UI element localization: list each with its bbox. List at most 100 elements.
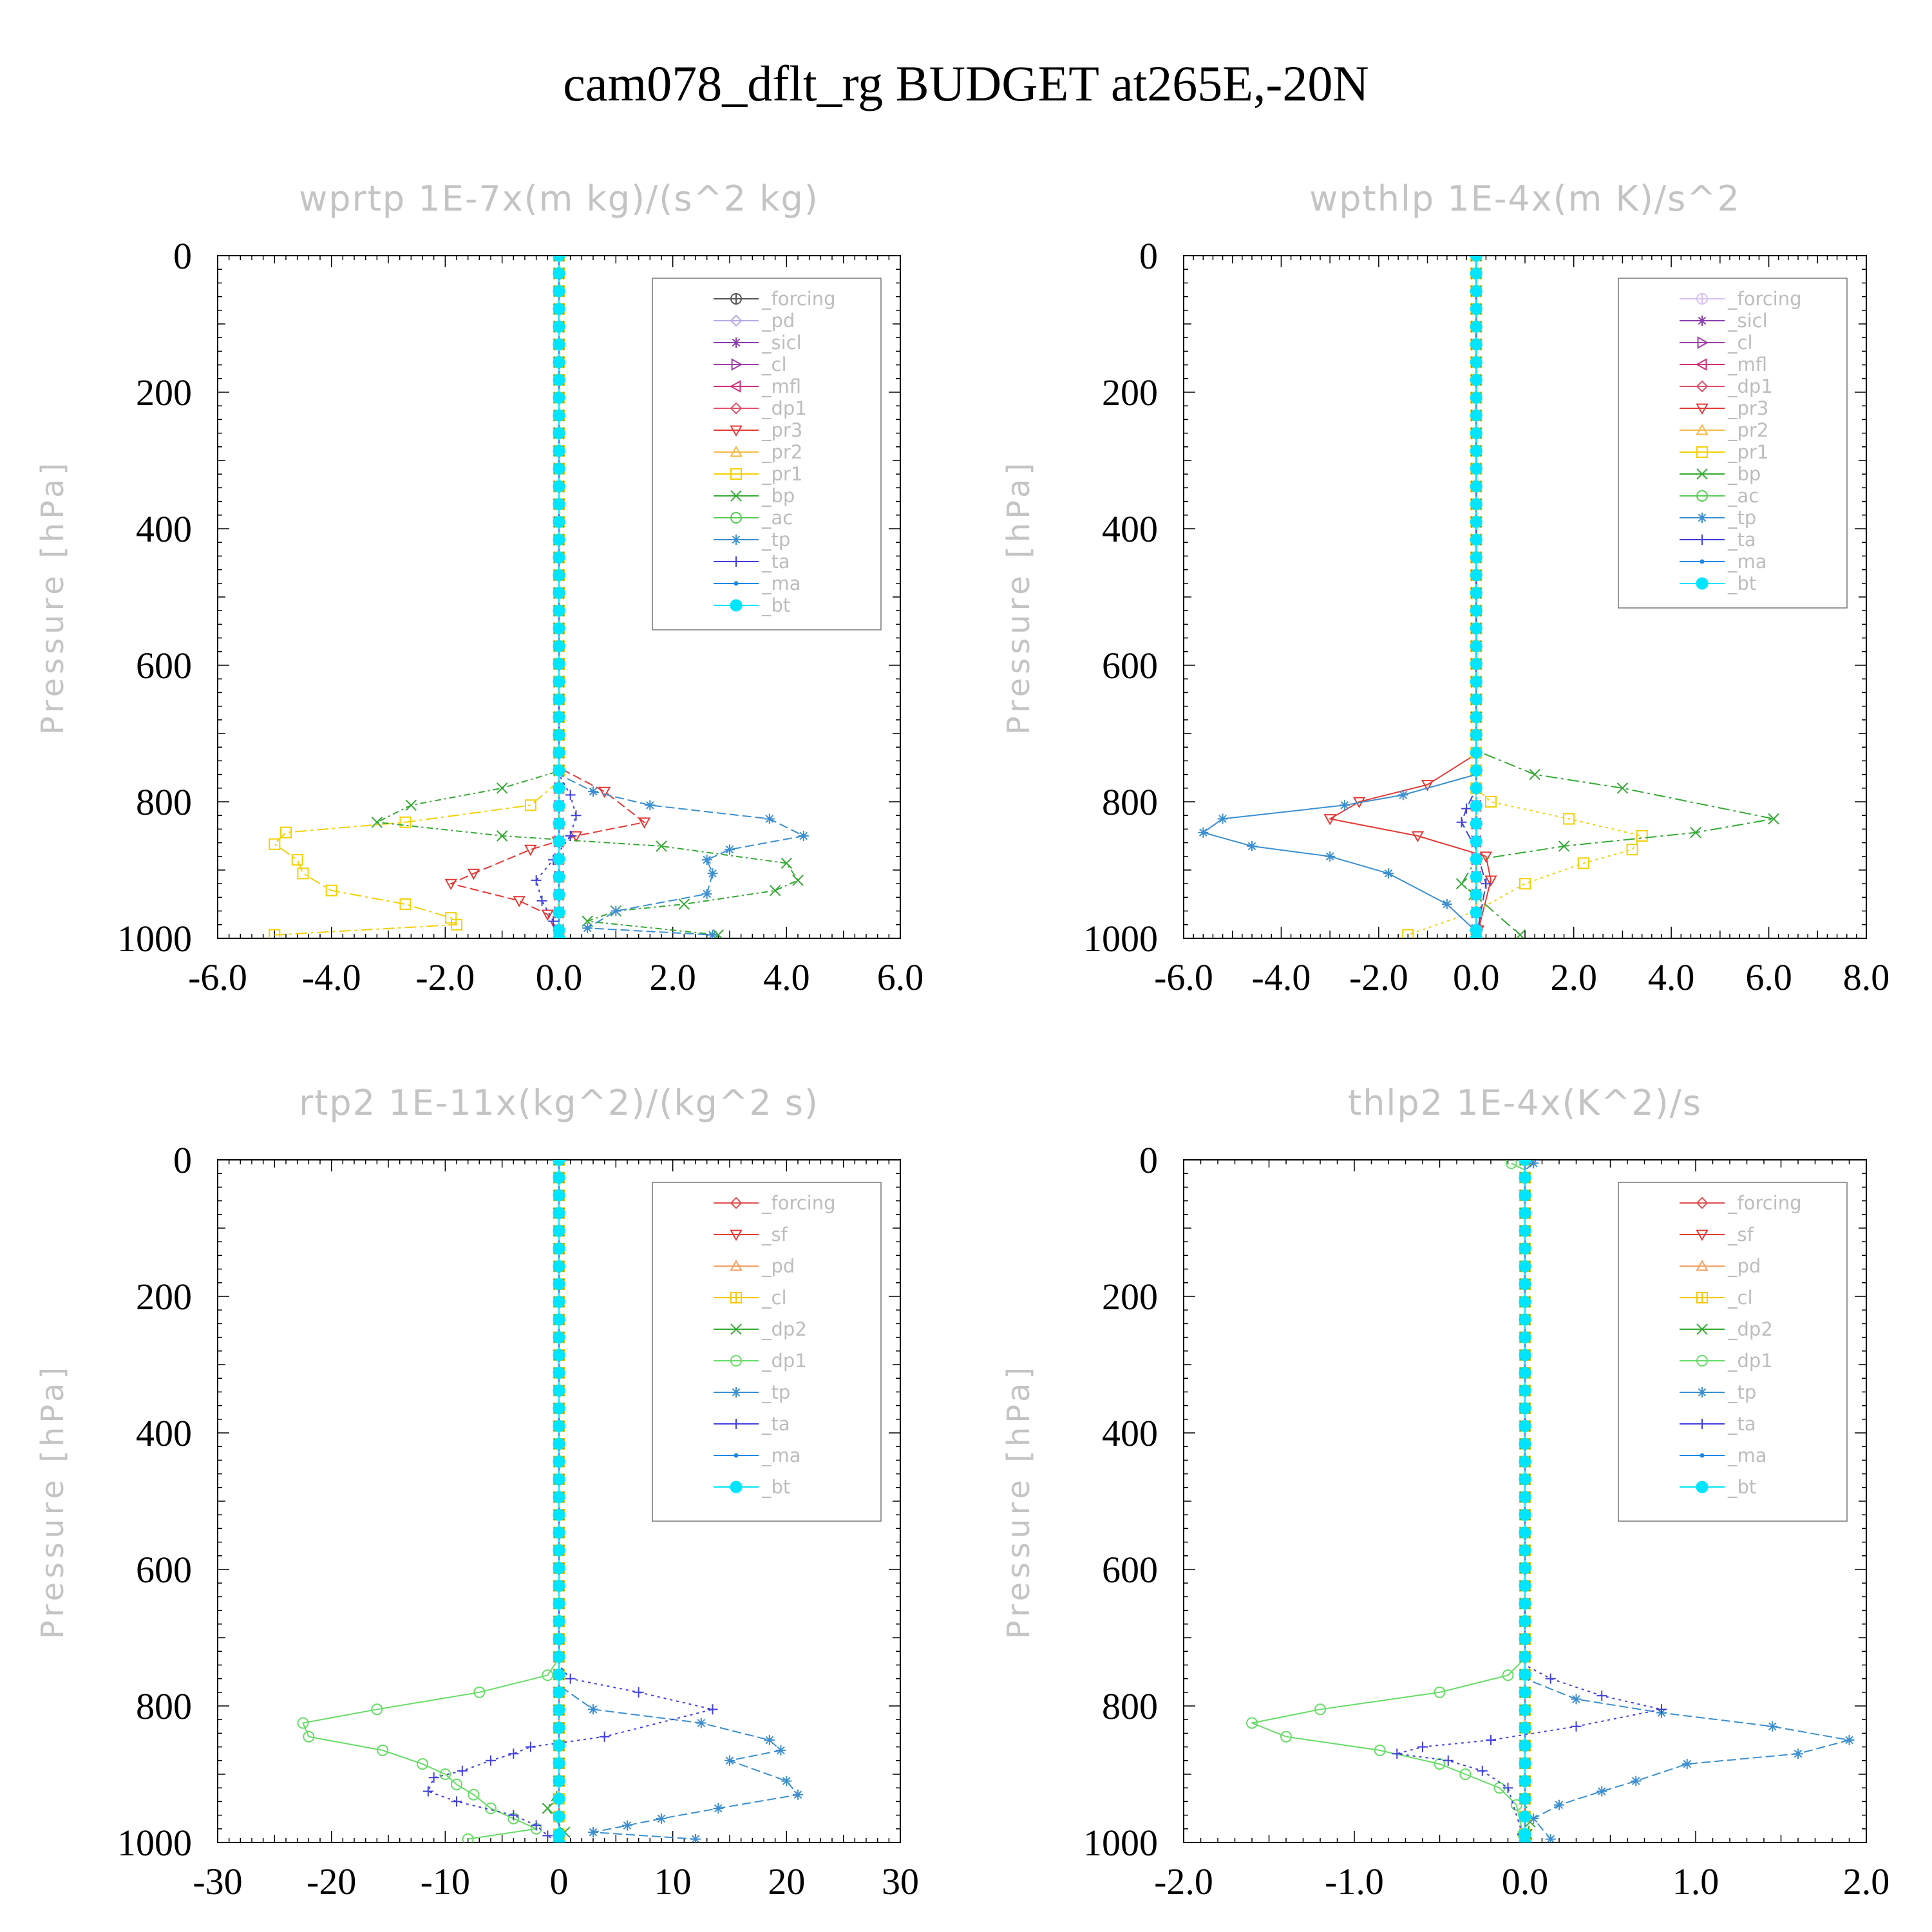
data-point bbox=[553, 1686, 565, 1699]
legend-marker bbox=[1696, 577, 1709, 590]
legend-box bbox=[652, 278, 882, 630]
data-point bbox=[1519, 1668, 1531, 1681]
data-point bbox=[588, 1827, 598, 1838]
legend-marker bbox=[730, 402, 743, 415]
data-point bbox=[1383, 868, 1394, 879]
data-point bbox=[553, 1633, 565, 1645]
legend-label: _dp1 bbox=[761, 1350, 807, 1372]
data-point bbox=[1470, 409, 1482, 422]
data-point bbox=[565, 1673, 576, 1684]
data-point bbox=[553, 1810, 565, 1823]
data-point bbox=[1519, 1278, 1531, 1291]
legend-label: _tp bbox=[1727, 1381, 1756, 1403]
data-point bbox=[553, 906, 565, 919]
data-point bbox=[792, 875, 804, 886]
data-point bbox=[553, 639, 565, 652]
data-point bbox=[553, 444, 565, 457]
data-point bbox=[457, 1765, 468, 1776]
data-point bbox=[1459, 1768, 1472, 1780]
data-point bbox=[1519, 1473, 1531, 1486]
data-point bbox=[1505, 1160, 1517, 1170]
data-point bbox=[553, 533, 565, 546]
series_tp bbox=[1198, 256, 1482, 937]
data-point bbox=[1528, 1160, 1539, 1169]
data-point bbox=[1519, 1295, 1531, 1308]
legend-marker bbox=[1695, 358, 1707, 371]
data-point bbox=[553, 338, 565, 351]
data-point bbox=[690, 1833, 701, 1842]
x-tick-label: -2.0 bbox=[1154, 1861, 1213, 1902]
legend-label: _dp1 bbox=[1727, 1350, 1773, 1372]
legend-label: _forcing bbox=[761, 1192, 836, 1214]
data-point bbox=[1519, 878, 1531, 890]
data-point bbox=[553, 515, 565, 528]
data-point bbox=[553, 817, 565, 830]
data-point bbox=[553, 498, 565, 511]
y-tick-label: 800 bbox=[136, 1685, 192, 1727]
data-point bbox=[553, 1402, 565, 1415]
legend-label: _pr1 bbox=[761, 463, 802, 485]
legend-marker bbox=[730, 490, 742, 502]
data-point bbox=[1510, 1799, 1522, 1811]
data-point bbox=[1519, 1703, 1531, 1716]
data-point bbox=[553, 1562, 565, 1575]
x-tick-label: 10 bbox=[654, 1861, 692, 1902]
data-point bbox=[1470, 303, 1482, 316]
legend-label: _tp bbox=[761, 1381, 790, 1403]
data-point bbox=[553, 1242, 565, 1255]
data-point bbox=[1519, 1544, 1531, 1557]
data-point bbox=[553, 1703, 565, 1716]
panel-3: rtp2 1E-11x(kg^2)/(kg^2 s) Pressure [hPa]… bbox=[35, 1083, 919, 1902]
data-point bbox=[1470, 853, 1482, 866]
data-point bbox=[553, 374, 565, 386]
data-point bbox=[1470, 569, 1482, 582]
data-point bbox=[1443, 1755, 1454, 1766]
data-point bbox=[1470, 427, 1482, 440]
y-tick-label: 200 bbox=[1102, 1276, 1158, 1318]
data-point bbox=[588, 786, 598, 797]
legend-marker bbox=[1696, 380, 1709, 393]
data-point bbox=[1519, 1402, 1531, 1415]
data-point bbox=[508, 1748, 519, 1759]
panel-1: wprtp 1E-7x(m kg)/(s^2 kg) Pressure [hPa]… bbox=[35, 178, 923, 998]
legend-label: _cl bbox=[761, 354, 787, 375]
data-point bbox=[553, 1579, 565, 1592]
y-tick-label: 600 bbox=[136, 1549, 192, 1591]
data-point bbox=[712, 929, 724, 938]
data-point bbox=[1486, 1735, 1496, 1745]
data-point bbox=[1470, 817, 1482, 830]
legend-label: _pd bbox=[761, 310, 795, 332]
x-tick-label: 30 bbox=[882, 1861, 919, 1902]
data-point bbox=[1519, 1775, 1531, 1788]
legend-label: _bt bbox=[761, 1476, 790, 1498]
data-point bbox=[531, 875, 542, 886]
x-tick-label: -20 bbox=[307, 1861, 356, 1902]
data-point bbox=[553, 267, 565, 280]
data-point bbox=[553, 658, 565, 670]
x-tick-label: 8.0 bbox=[1843, 956, 1890, 998]
y-axis-label: Pressure [hPa] bbox=[35, 459, 71, 735]
data-point bbox=[553, 1721, 565, 1734]
data-point bbox=[1280, 1730, 1292, 1743]
data-point bbox=[468, 1788, 480, 1801]
legend-marker bbox=[1696, 1197, 1709, 1209]
y-tick-label: 400 bbox=[136, 1412, 192, 1454]
legend-marker bbox=[1696, 490, 1708, 502]
data-point bbox=[297, 1717, 309, 1729]
data-point bbox=[371, 1703, 383, 1716]
x-tick-label: 6.0 bbox=[877, 956, 924, 998]
legend-marker bbox=[730, 599, 743, 612]
data-point bbox=[696, 1718, 706, 1728]
y-tick-label: 400 bbox=[1102, 508, 1158, 550]
legend-marker bbox=[731, 1387, 741, 1397]
data-point bbox=[297, 867, 309, 880]
data-point bbox=[553, 728, 565, 741]
data-point bbox=[486, 1755, 496, 1766]
legend-label: _bp bbox=[761, 485, 795, 507]
data-point bbox=[1545, 1833, 1556, 1842]
data-point bbox=[553, 1189, 565, 1202]
legend-label: _ta bbox=[1727, 1413, 1756, 1435]
legend-label: _tp bbox=[1727, 507, 1756, 529]
data-point bbox=[553, 693, 565, 706]
data-point bbox=[1577, 857, 1589, 869]
